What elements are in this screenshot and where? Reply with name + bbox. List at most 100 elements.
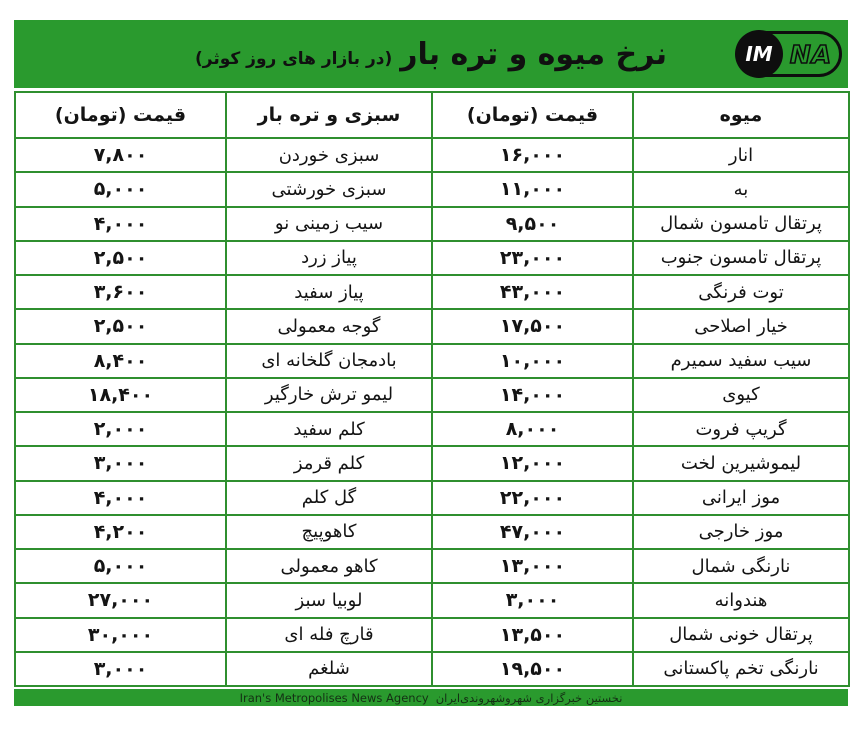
- veg-name-cell: بادمجان گلخانه ای: [225, 342, 433, 379]
- footer-bar: نخستین خبرگزاری شهروشهروندی‌ایران Iran's…: [14, 689, 848, 706]
- column-header-fruit: میوه: [632, 91, 850, 139]
- fruit-price-cell: ۱۰,۰۰۰: [431, 342, 634, 379]
- fruit-name-cell: هندوانه: [632, 582, 850, 619]
- veg-name-cell: کاهوپیچ: [225, 513, 433, 551]
- veg-name-cell: شلغم: [225, 650, 433, 688]
- fruit-price-cell: ۱۷,۵۰۰: [431, 308, 634, 345]
- fruit-name-cell: خیار اصلاحی: [632, 308, 850, 345]
- page-title: نرخ میوه و تره بار (در بازار های روز کوث…: [195, 37, 667, 72]
- veg-price-cell: ۴,۰۰۰: [14, 205, 227, 242]
- column-header-veg-price: قیمت (تومان): [14, 91, 227, 139]
- table-row: موز ایرانی ۲۲,۰۰۰ گل کلم ۴,۰۰۰: [14, 479, 850, 516]
- veg-price-cell: ۳,۶۰۰: [14, 273, 227, 311]
- table-row: کیوی ۱۴,۰۰۰ لیمو ترش خارگیر ۱۸,۴۰۰: [14, 376, 850, 414]
- veg-name-cell: گوجه معمولی: [225, 308, 433, 345]
- table-row: نارنگی شمال ۱۳,۰۰۰ کاهو معمولی ۵,۰۰۰: [14, 547, 850, 585]
- title-banner: نرخ میوه و تره بار (در بازار های روز کوث…: [14, 20, 848, 88]
- veg-name-cell: کلم قرمز: [225, 445, 433, 482]
- imna-logo-na-text: NA: [789, 39, 833, 70]
- fruit-name-cell: انار: [632, 136, 850, 174]
- veg-price-cell: ۲,۰۰۰: [14, 410, 227, 448]
- fruit-name-cell: گریپ فروت: [632, 410, 850, 448]
- fruit-name-cell: توت فرنگی: [632, 273, 850, 311]
- veg-price-cell: ۳,۰۰۰: [14, 650, 227, 688]
- fruit-name-cell: سیب سفید سمیرم: [632, 342, 850, 379]
- table-row: گریپ فروت ۸,۰۰۰ کلم سفید ۲,۰۰۰: [14, 410, 850, 448]
- veg-name-cell: سبزی خورشتی: [225, 171, 433, 208]
- imna-logo-im-text: IM: [745, 42, 773, 66]
- veg-name-cell: لوبیا سبز: [225, 582, 433, 619]
- table-row: سیب سفید سمیرم ۱۰,۰۰۰ بادمجان گلخانه ای …: [14, 342, 850, 379]
- veg-name-cell: قارچ فله ای: [225, 616, 433, 653]
- price-table-header: میوه قیمت (تومان) سبزی و تره بار قیمت (ت…: [14, 91, 850, 139]
- fruit-price-cell: ۲۳,۰۰۰: [431, 239, 634, 277]
- fruit-name-cell: کیوی: [632, 376, 850, 414]
- fruit-name-cell: به: [632, 171, 850, 208]
- veg-price-cell: ۳,۰۰۰: [14, 445, 227, 482]
- fruit-name-cell: پرتقال تامسون جنوب: [632, 239, 850, 277]
- table-row: خیار اصلاحی ۱۷,۵۰۰ گوجه معمولی ۲,۵۰۰: [14, 308, 850, 345]
- table-row: توت فرنگی ۴۳,۰۰۰ پیاز سفید ۳,۶۰۰: [14, 273, 850, 311]
- footer-text-en: Iran's Metropolises News Agency: [239, 690, 429, 705]
- veg-price-cell: ۳۰,۰۰۰: [14, 616, 227, 653]
- fruit-name-cell: پرتقال تامسون شمال: [632, 205, 850, 242]
- veg-price-cell: ۷,۸۰۰: [14, 136, 227, 174]
- footer-text-fa: نخستین خبرگزاری شهروشهروندی‌ایران: [435, 690, 623, 705]
- fruit-price-cell: ۳,۰۰۰: [431, 582, 634, 619]
- table-row: لیموشیرین لخت ۱۲,۰۰۰ کلم قرمز ۳,۰۰۰: [14, 445, 850, 482]
- veg-price-cell: ۴,۲۰۰: [14, 513, 227, 551]
- fruit-price-cell: ۹,۵۰۰: [431, 205, 634, 242]
- veg-name-cell: سیب زمینی نو: [225, 205, 433, 242]
- page-title-subtitle: (در بازار های روز کوثر): [194, 48, 393, 69]
- veg-price-cell: ۲۷,۰۰۰: [14, 582, 227, 619]
- fruit-price-cell: ۴۳,۰۰۰: [431, 273, 634, 311]
- table-body: انار ۱۶,۰۰۰ سبزی خوردن ۷,۸۰۰ به ۱۱,۰۰۰ س…: [14, 136, 850, 688]
- fruit-name-cell: نارنگی تخم پاکستانی: [632, 650, 850, 688]
- veg-name-cell: لیمو ترش خارگیر: [225, 376, 433, 414]
- veg-price-cell: ۸,۴۰۰: [14, 342, 227, 379]
- table-row: پرتقال خونی شمال ۱۳,۵۰۰ قارچ فله ای ۳۰,۰…: [14, 616, 850, 653]
- fruit-price-cell: ۱۱,۰۰۰: [431, 171, 634, 208]
- veg-name-cell: کاهو معمولی: [225, 547, 433, 585]
- fruit-name-cell: پرتقال خونی شمال: [632, 616, 850, 653]
- fruit-price-cell: ۲۲,۰۰۰: [431, 479, 634, 516]
- table-row: پرتقال تامسون شمال ۹,۵۰۰ سیب زمینی نو ۴,…: [14, 205, 850, 242]
- veg-name-cell: پیاز زرد: [225, 239, 433, 277]
- column-header-veg: سبزی و تره بار: [225, 91, 433, 139]
- veg-price-cell: ۵,۰۰۰: [14, 547, 227, 585]
- table-row: موز خارجی ۴۷,۰۰۰ کاهوپیچ ۴,۲۰۰: [14, 513, 850, 551]
- veg-name-cell: پیاز سفید: [225, 273, 433, 311]
- fruit-price-cell: ۱۲,۰۰۰: [431, 445, 634, 482]
- veg-name-cell: گل کلم: [225, 479, 433, 516]
- page-title-main: نرخ میوه و تره بار: [400, 36, 668, 72]
- fruit-price-cell: ۸,۰۰۰: [431, 410, 634, 448]
- fruit-name-cell: موز خارجی: [632, 513, 850, 551]
- imna-logo-circle-icon: IM: [735, 30, 783, 78]
- veg-price-cell: ۲,۵۰۰: [14, 239, 227, 277]
- veg-price-cell: ۴,۰۰۰: [14, 479, 227, 516]
- fruit-name-cell: نارنگی شمال: [632, 547, 850, 585]
- price-table: میوه قیمت (تومان) سبزی و تره بار قیمت (ت…: [14, 91, 850, 688]
- fruit-price-cell: ۱۴,۰۰۰: [431, 376, 634, 414]
- fruit-price-cell: ۴۷,۰۰۰: [431, 513, 634, 551]
- column-header-fruit-price: قیمت (تومان): [431, 91, 634, 139]
- header-row: میوه قیمت (تومان) سبزی و تره بار قیمت (ت…: [14, 91, 850, 139]
- imna-logo: IM NA: [735, 30, 842, 78]
- fruit-price-cell: ۱۳,۵۰۰: [431, 616, 634, 653]
- fruit-price-cell: ۱۳,۰۰۰: [431, 547, 634, 585]
- veg-price-cell: ۵,۰۰۰: [14, 171, 227, 208]
- fruit-price-cell: ۱۶,۰۰۰: [431, 136, 634, 174]
- veg-price-cell: ۲,۵۰۰: [14, 308, 227, 345]
- table-row: هندوانه ۳,۰۰۰ لوبیا سبز ۲۷,۰۰۰: [14, 582, 850, 619]
- veg-price-cell: ۱۸,۴۰۰: [14, 376, 227, 414]
- fruit-price-cell: ۱۹,۵۰۰: [431, 650, 634, 688]
- veg-name-cell: سبزی خوردن: [225, 136, 433, 174]
- table-row: پرتقال تامسون جنوب ۲۳,۰۰۰ پیاز زرد ۲,۵۰۰: [14, 239, 850, 277]
- table-row: انار ۱۶,۰۰۰ سبزی خوردن ۷,۸۰۰: [14, 136, 850, 174]
- table-row: نارنگی تخم پاکستانی ۱۹,۵۰۰ شلغم ۳,۰۰۰: [14, 650, 850, 688]
- veg-name-cell: کلم سفید: [225, 410, 433, 448]
- fruit-name-cell: موز ایرانی: [632, 479, 850, 516]
- table-row: به ۱۱,۰۰۰ سبزی خورشتی ۵,۰۰۰: [14, 171, 850, 208]
- fruit-name-cell: لیموشیرین لخت: [632, 445, 850, 482]
